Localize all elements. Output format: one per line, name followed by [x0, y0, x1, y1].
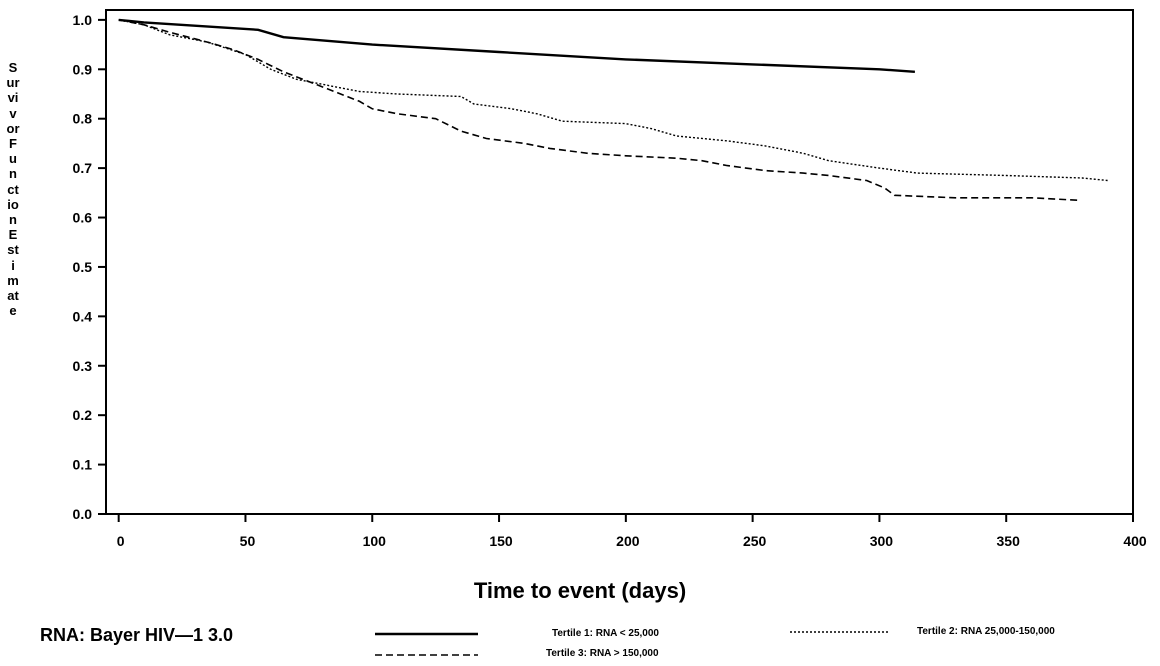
- y-tick-label: 0.2: [73, 407, 93, 423]
- y-axis-title: Survivor Function Estimate: [6, 60, 24, 319]
- x-tick-label: 50: [240, 533, 256, 549]
- x-tick-label: 200: [616, 533, 640, 549]
- legend-layer: [375, 631, 890, 656]
- plot-frame: [105, 9, 1134, 515]
- x-tick-label: 0: [117, 533, 125, 549]
- x-tick-label: 250: [743, 533, 767, 549]
- y-tick-label: 0.4: [73, 308, 93, 324]
- y-tick-label: 0.7: [73, 160, 93, 176]
- y-tick-label: 0.6: [73, 210, 93, 226]
- y-tick-label: 0.3: [73, 358, 93, 374]
- x-tick-label: 350: [997, 533, 1021, 549]
- x-tick-label: 100: [363, 533, 387, 549]
- assay-caption: RNA: Bayer HIV—1 3.0: [40, 625, 234, 645]
- axes-layer: 0.0 0.1 0.2 0.3 0.4 0.5 0.6 0.7 0.8 0.9 1.0 0 50 100 1…: [73, 9, 1147, 549]
- y-tick-label: 0.5: [73, 259, 93, 275]
- legend-label-tertile-1: Tertile 1: RNA < 25,000: [552, 628, 659, 639]
- x-tick-label: 150: [489, 533, 513, 549]
- series-line-tertile-3: [118, 19, 1078, 201]
- series-line-tertile-2: [118, 19, 1108, 182]
- legend-label-tertile-2: Tertile 2: RNA 25,000-150,000: [917, 626, 1055, 637]
- series-layer: [118, 18, 1108, 201]
- x-axis-title: Time to event (days): [473, 578, 687, 603]
- x-tick-label: 300: [870, 533, 894, 549]
- y-tick-label: 0.8: [73, 111, 93, 127]
- y-tick-label: 0.9: [73, 61, 93, 77]
- y-tick-label: 0.0: [73, 506, 93, 522]
- legend-label-tertile-3: Tertile 3: RNA > 150,000: [546, 648, 659, 659]
- y-tick-label: 1.0: [73, 12, 93, 28]
- x-tick-label: 400: [1123, 533, 1147, 549]
- y-tick-label: 0.1: [73, 457, 93, 473]
- series-line-tertile-1: [118, 18, 915, 73]
